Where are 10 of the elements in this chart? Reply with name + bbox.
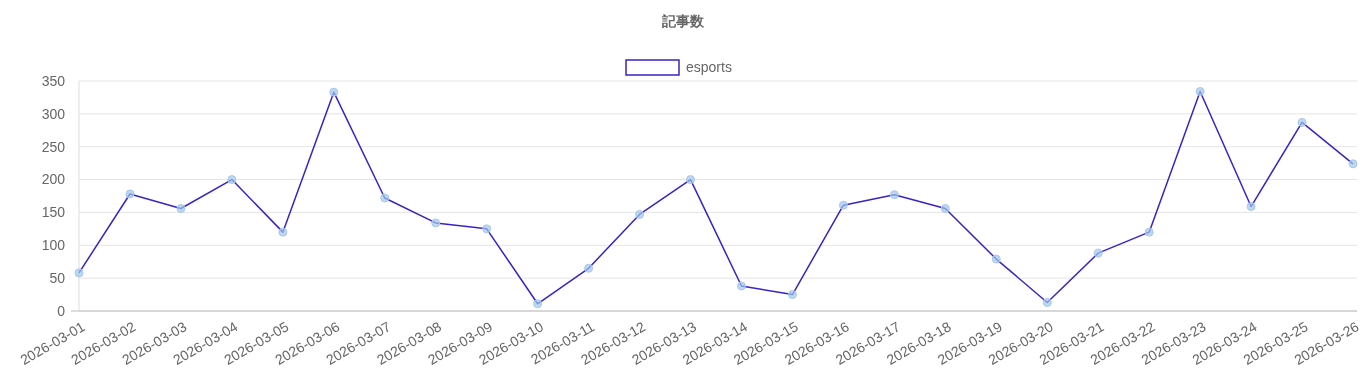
- y-tick-label: 300: [41, 105, 66, 122]
- chart-title: 記事数: [661, 13, 705, 29]
- y-tick-label: 250: [41, 138, 66, 155]
- y-tick-label: 0: [57, 302, 66, 319]
- y-tick-label: 100: [41, 237, 66, 254]
- y-tick-label: 350: [41, 72, 66, 89]
- y-tick-label: 200: [41, 171, 66, 188]
- y-tick-label: 150: [41, 204, 66, 221]
- y-tick-label: 50: [49, 270, 66, 287]
- legend-label: esports: [686, 59, 732, 75]
